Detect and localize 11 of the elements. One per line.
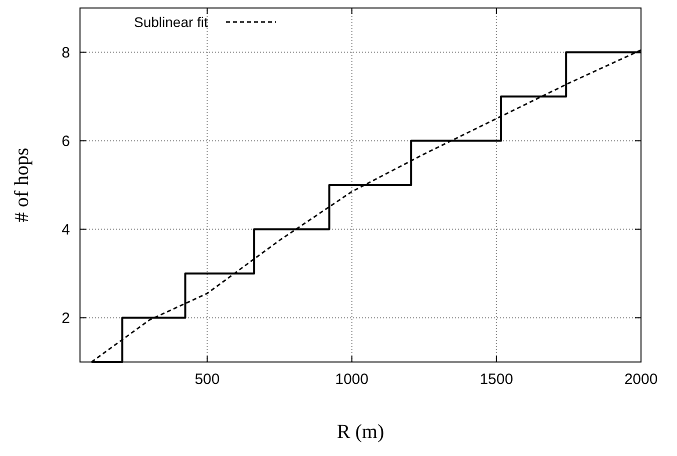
y-tick-label: 6: [62, 132, 70, 150]
y-tick-label: 2: [62, 310, 70, 327]
x-tick-label: 500: [194, 371, 220, 388]
x-axis-title: R (m): [336, 421, 384, 443]
legend-label: Sublinear fit: [134, 14, 208, 30]
x-tick-label: 2000: [624, 371, 658, 388]
y-tick-label: 8: [62, 44, 70, 62]
y-axis-title: # of hops: [11, 148, 33, 222]
x-tick-label: 1000: [335, 371, 369, 388]
y-tick-label: 4: [62, 221, 70, 238]
x-tick-label: 1500: [480, 371, 514, 388]
